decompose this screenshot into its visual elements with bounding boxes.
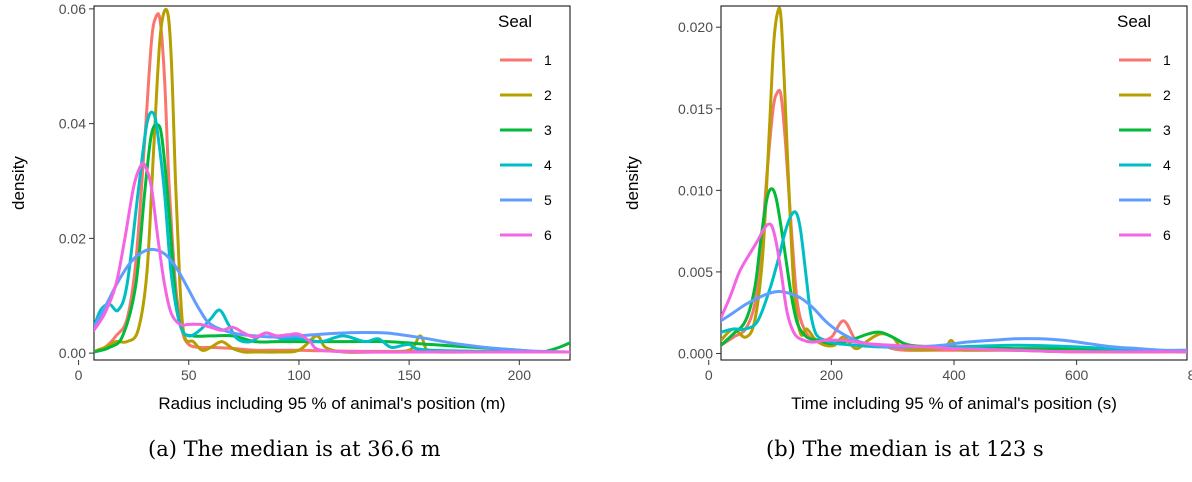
series-line-5 xyxy=(721,290,1187,352)
x-tick-label: 0 xyxy=(705,367,713,383)
legend-label-3: 3 xyxy=(544,122,552,138)
legend-label-4: 4 xyxy=(1163,157,1171,173)
x-tick-label: 100 xyxy=(287,367,311,383)
chart-panel-2: 0 200 400 600 800 0.000 0.005 0.010 0.015 0.020 Ti… xyxy=(623,5,1192,413)
legend-label-6: 6 xyxy=(1163,227,1171,243)
y-tick-label: 0.06 xyxy=(59,1,86,17)
y-axis-title: density xyxy=(9,156,28,210)
series-group xyxy=(94,7,570,354)
series-line-5 xyxy=(94,247,570,354)
y-tick-label: 0.00 xyxy=(59,345,86,361)
y-tick-label: 0.000 xyxy=(678,345,713,361)
series-line-4 xyxy=(94,110,570,354)
x-tick-label: 50 xyxy=(181,367,197,383)
legend-label-5: 5 xyxy=(544,192,552,208)
x-tick-label: 400 xyxy=(942,367,966,383)
series-group xyxy=(721,6,1187,354)
y-tick-label: 0.010 xyxy=(678,182,713,198)
series-line-3 xyxy=(94,122,570,354)
x-tick-label: 200 xyxy=(508,367,532,383)
legend-label-1: 1 xyxy=(1163,52,1171,68)
legend-label-2: 2 xyxy=(1163,87,1171,103)
y-tick-label: 0.020 xyxy=(678,19,713,35)
plot-border xyxy=(720,5,1188,361)
legend-label-5: 5 xyxy=(1163,192,1171,208)
y-tick-label: 0.015 xyxy=(678,101,713,117)
series-line-6 xyxy=(94,161,570,354)
y-axis-title: density xyxy=(623,156,642,210)
chart-panel-1: 0 50 100 150 200 0.00 0.02 0.04 0.06 Radius inclu… xyxy=(9,1,571,413)
y-tick-label: 0.02 xyxy=(59,230,86,246)
legend-label-4: 4 xyxy=(544,157,552,173)
y-tick-label: 0.005 xyxy=(678,264,713,280)
legend: Seal 1 2 3 4 5 6 xyxy=(1117,12,1171,243)
x-tick-label: 200 xyxy=(820,367,844,383)
series-line-4 xyxy=(721,210,1187,354)
legend-title: Seal xyxy=(1117,12,1151,31)
caption-b: (b) The median is at 123 s xyxy=(766,437,1044,461)
legend: Seal 1 2 3 4 5 6 xyxy=(498,12,552,243)
caption-a: (a) The median is at 36.6 m xyxy=(148,437,441,461)
legend-label-6: 6 xyxy=(544,227,552,243)
x-axis-title: Radius including 95 % of animal's positi… xyxy=(158,394,505,413)
y-tick-label: 0.04 xyxy=(59,116,86,132)
x-tick-label: 0 xyxy=(75,367,83,383)
series-line-6 xyxy=(721,222,1187,354)
legend-label-1: 1 xyxy=(544,52,552,68)
x-tick-label: 150 xyxy=(397,367,421,383)
plot-border xyxy=(93,5,571,361)
legend-label-2: 2 xyxy=(544,87,552,103)
legend-label-3: 3 xyxy=(1163,122,1171,138)
legend-title: Seal xyxy=(498,12,532,31)
x-tick-label: 800 xyxy=(1188,367,1192,383)
x-tick-label: 600 xyxy=(1065,367,1089,383)
x-axis-title: Time including 95 % of animal's position… xyxy=(791,394,1117,413)
